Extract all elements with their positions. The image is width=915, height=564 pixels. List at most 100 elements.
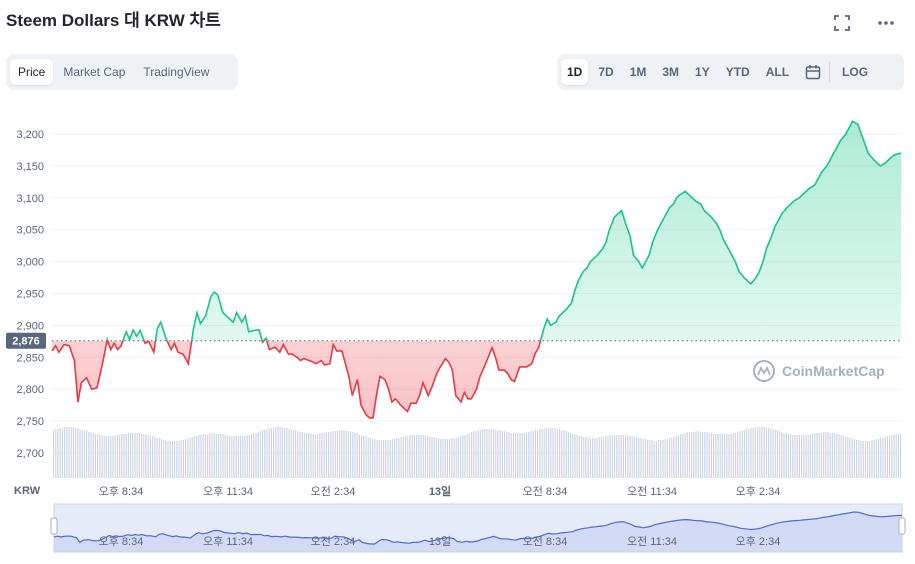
volume-bar [391,439,393,478]
range-1y[interactable]: 1Y [695,65,710,79]
volume-bar [288,429,290,478]
volume-bar [693,432,695,478]
volume-bar [673,437,675,478]
volume-bar [257,432,259,478]
volume-bar [427,436,429,478]
volume-bar [570,433,572,478]
volume-bar [279,427,281,478]
tab-tradingview[interactable]: TradingView [143,65,210,79]
volume-bar [702,432,704,478]
volume-bar [812,434,814,478]
volume-bar [829,433,831,478]
volume-bar [746,429,748,478]
volume-bar [339,430,341,478]
volume-bar [343,430,345,478]
volume-bar [72,427,74,478]
volume-bar [675,436,677,478]
log-button[interactable]: LOG [842,65,869,79]
page-title: Steem Dollars 대 KRW 차트 [6,11,221,30]
y-tick-label: 2,750 [16,416,44,428]
navigator-handle-right[interactable] [898,517,906,535]
x-tick-label: 13일 [429,484,451,498]
volume-bar [572,434,574,478]
range-3m[interactable]: 3M [662,65,680,79]
volume-bar [699,432,701,478]
volume-bar [895,434,897,478]
volume-bar [576,435,578,478]
more-icon[interactable] [875,12,897,34]
x-tick-label: 오전 8:34 [523,485,568,498]
volume-bar [640,438,642,478]
volume-bar [259,431,261,478]
volume-bar [347,431,349,478]
volume-bar [455,438,457,478]
y-tick-label: 3,050 [16,225,44,237]
volume-bar [596,438,598,478]
volume-bar [598,437,600,478]
volume-bar [651,440,653,478]
volume-bar [592,438,594,478]
volume-bar [741,431,743,478]
volume-bar [779,431,781,478]
volume-bar [840,435,842,478]
volume-bar [204,434,206,478]
volume-bar [264,430,266,478]
volume-bar [310,434,312,478]
range-7d[interactable]: 7D [598,65,614,79]
volume-bar [589,438,591,478]
volume-bar [581,436,583,478]
volume-bar [253,433,255,478]
watermark-text: CoinMarketCap [782,363,885,379]
volume-bar [677,435,679,478]
volume-bar [297,431,299,478]
calendar-icon[interactable] [805,64,821,80]
volume-bar [387,440,389,478]
volume-bar [543,429,545,478]
navigator-tick-label: 13일 [429,534,451,548]
volume-bar [222,434,224,478]
volume-bar [633,437,635,478]
volume-bar [88,432,90,478]
volume-bar [220,434,222,478]
range-1m[interactable]: 1M [629,65,647,79]
volume-bar [605,436,607,478]
volume-bar [539,429,541,478]
volume-bar [691,432,693,478]
range-divider [829,62,831,82]
volume-bar [752,428,754,478]
volume-bar [422,435,424,478]
volume-bar [776,430,778,478]
volume-bar [548,428,550,478]
fullscreen-icon[interactable] [831,12,853,34]
volume-bar [330,432,332,478]
volume-bar [405,436,407,478]
volume-bar [328,432,330,478]
volume-bar [754,427,756,478]
range-1d[interactable]: 1D [561,59,589,85]
volume-bar [185,439,187,478]
volume-bar [550,428,552,478]
volume-bar [891,435,893,478]
volume-bar [552,428,554,478]
volume-bar [655,441,657,478]
volume-bar [132,433,134,478]
volume-bar [713,434,715,478]
volume-bar [684,433,686,478]
tab-price[interactable]: Price [10,59,54,85]
volume-bar [504,431,506,478]
volume-bar [567,432,569,478]
volume-bar [528,432,530,478]
volume-bar [493,429,495,478]
top-icons [831,12,897,34]
volume-bar [378,440,380,478]
volume-bar [486,429,488,478]
range-ytd[interactable]: YTD [725,65,750,79]
volume-bar [585,437,587,478]
volume-bar [398,438,400,478]
range-all[interactable]: ALL [765,65,790,79]
navigator-handle-left[interactable] [50,517,58,535]
volume-bar [460,436,462,478]
volume-bar [862,441,864,478]
tab-market-cap[interactable]: Market Cap [63,65,126,79]
volume-bar [189,438,191,478]
